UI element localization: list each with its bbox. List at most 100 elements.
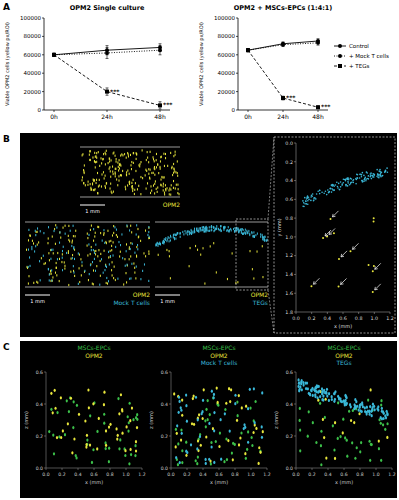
- cell-dot: [88, 243, 89, 245]
- cell-dot: [56, 411, 58, 414]
- cell-dot: [253, 277, 254, 279]
- cell-dot: [326, 388, 328, 391]
- cell-dot: [148, 161, 149, 163]
- cell-dot: [28, 266, 29, 268]
- cell-dot: [136, 256, 137, 258]
- cell-dot: [346, 178, 348, 180]
- cell-dot: [385, 170, 387, 172]
- cell-dot: [48, 268, 49, 270]
- cell-dot: [154, 168, 155, 170]
- cell-dot: [81, 274, 82, 276]
- marker: [316, 105, 320, 109]
- cell-dot: [136, 426, 138, 429]
- cell-dot: [343, 178, 345, 180]
- cell-dot: [311, 195, 313, 197]
- cell-dot: [98, 151, 99, 153]
- cell-dot: [104, 250, 105, 252]
- cell-dot: [173, 172, 174, 174]
- cell-dot: [371, 443, 373, 446]
- cell-dot: [193, 231, 194, 233]
- cell-dot: [73, 247, 74, 249]
- cell-dot: [86, 434, 88, 437]
- cell-dot: [54, 228, 55, 230]
- cell-dot: [177, 232, 178, 234]
- cell-dot: [59, 231, 60, 233]
- cell-dot: [298, 382, 300, 385]
- x-tick-label: 0h: [50, 113, 58, 120]
- cell-dot: [111, 245, 112, 247]
- cell-dot: [55, 243, 56, 245]
- cell-dot: [263, 239, 264, 241]
- cell-dot: [52, 276, 53, 278]
- cell-dot: [200, 444, 202, 447]
- cell-dot: [253, 235, 254, 237]
- cell-dot: [100, 253, 101, 255]
- cell-dot: [148, 280, 149, 282]
- x-tick: [219, 468, 220, 470]
- cell-dot: [48, 430, 50, 433]
- x-axis-title: x (mm): [85, 479, 103, 485]
- cell-dot: [261, 391, 263, 394]
- cell-dot: [262, 234, 263, 236]
- cell-dot: [89, 234, 90, 236]
- cell-dot: [234, 230, 235, 232]
- cell-dot: [189, 265, 190, 267]
- cell-dot: [200, 254, 201, 256]
- cell-dot: [118, 169, 119, 171]
- cell-dot: [231, 451, 233, 454]
- cell-dot: [368, 178, 370, 180]
- cell-dot: [358, 412, 360, 415]
- cell-dot: [118, 447, 120, 450]
- cell-dot: [197, 228, 198, 230]
- x-tick: [187, 468, 188, 470]
- marker: [158, 103, 162, 107]
- cell-dot: [337, 395, 339, 398]
- cell-dot: [216, 386, 218, 389]
- cell-dot: [157, 164, 158, 166]
- cell-dot: [118, 166, 119, 168]
- cell-dot: [108, 256, 109, 258]
- cell-dot: [96, 430, 98, 433]
- cell-dot: [194, 228, 195, 230]
- cell-dot: [134, 193, 135, 195]
- cell-dot: [380, 176, 382, 178]
- cell-dot: [109, 160, 110, 162]
- cell-dot: [255, 234, 256, 236]
- cell-dot: [87, 388, 89, 391]
- cell-dot: [192, 397, 194, 400]
- cell-dot: [117, 236, 118, 238]
- scale-bar-label: 1 mm: [85, 208, 100, 214]
- cell-dot: [345, 184, 347, 186]
- cell-dot: [80, 258, 81, 260]
- cell-dot: [332, 424, 334, 427]
- cell-dot: [220, 458, 222, 461]
- annotation: ***: [163, 101, 173, 108]
- x-tick: [360, 468, 361, 470]
- cell-dot: [201, 229, 202, 231]
- error-bar: [247, 49, 250, 52]
- y-tick: [294, 143, 296, 144]
- cell-dot: [121, 432, 123, 435]
- arrow: [341, 251, 347, 257]
- cell-dot: [178, 411, 180, 414]
- cell-dot: [302, 205, 304, 207]
- error-bar: [53, 53, 56, 56]
- cell-dot: [97, 226, 98, 228]
- scale-bar: [25, 295, 50, 296]
- marker: [281, 43, 285, 47]
- cell-dot: [99, 165, 100, 167]
- cell-dot: [249, 234, 250, 236]
- cell-dot: [305, 200, 307, 202]
- cell-dot: [204, 458, 206, 461]
- cell-dot: [215, 228, 216, 230]
- cell-dot: [236, 400, 238, 403]
- cell-dot: [103, 403, 105, 406]
- y-axis-title: Viable OPM2 cells (yellow px/ROI): [4, 22, 11, 106]
- cell-dot: [173, 155, 174, 157]
- cell-dot: [217, 401, 219, 404]
- cell-dot: [373, 173, 375, 175]
- cell-dot: [145, 255, 146, 257]
- cell-dot: [377, 173, 379, 175]
- cell-dot: [163, 189, 164, 191]
- error-bar: [282, 96, 285, 100]
